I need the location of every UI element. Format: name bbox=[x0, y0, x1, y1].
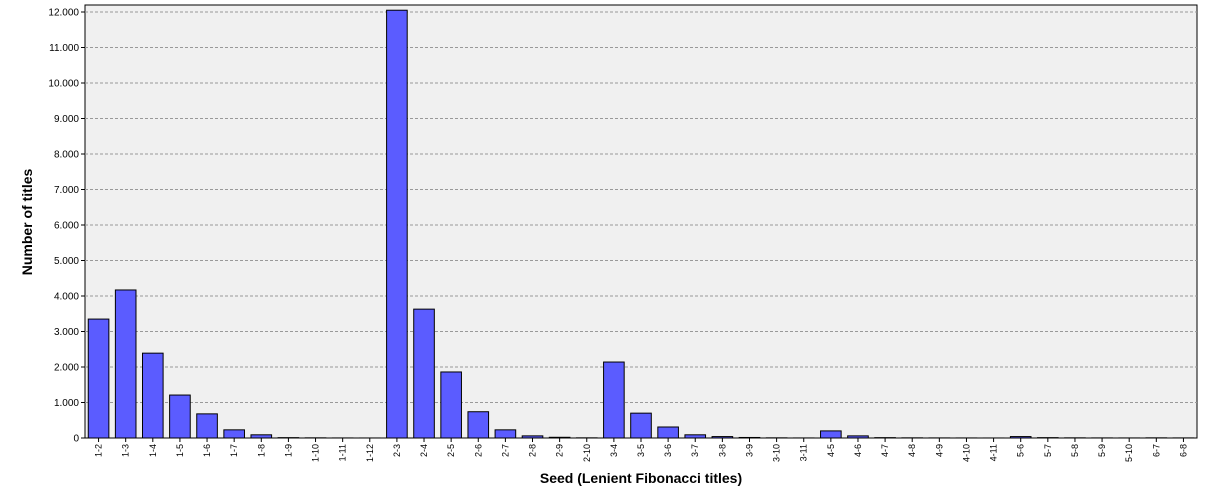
x-tick-label: 4-6 bbox=[853, 444, 863, 457]
x-tick-label: 3-7 bbox=[690, 444, 700, 457]
bar bbox=[1009, 436, 1032, 439]
x-tick-label: 2-6 bbox=[473, 444, 483, 457]
x-tick-label: 2-7 bbox=[500, 444, 510, 457]
bar bbox=[386, 9, 408, 439]
y-tick-label: 8.000 bbox=[54, 150, 79, 161]
bar bbox=[114, 289, 137, 439]
bar bbox=[657, 426, 679, 439]
bar bbox=[141, 352, 164, 439]
x-tick-label: 2-10 bbox=[582, 444, 592, 462]
x-tick-label: 2-4 bbox=[419, 444, 429, 457]
x-tick-label: 4-9 bbox=[934, 444, 944, 457]
y-tick-label: 3.000 bbox=[54, 327, 79, 338]
y-tick-label: 0 bbox=[73, 434, 79, 445]
bar bbox=[467, 411, 490, 439]
y-tick-label: 2.000 bbox=[54, 363, 79, 374]
x-tick-label: 5-10 bbox=[1124, 444, 1134, 462]
x-tick-label: 1-12 bbox=[365, 444, 375, 462]
bar bbox=[223, 429, 245, 439]
x-tick-label: 6-8 bbox=[1178, 444, 1188, 457]
bar bbox=[684, 434, 707, 439]
bar bbox=[440, 371, 462, 439]
plot-area bbox=[84, 4, 1198, 439]
bar bbox=[711, 436, 734, 439]
x-tick-label: 3-5 bbox=[636, 444, 646, 457]
y-tick-label: 12.000 bbox=[48, 8, 79, 19]
y-tick-label: 7.000 bbox=[54, 185, 79, 196]
y-tick-label: 10.000 bbox=[48, 79, 79, 90]
x-tick-label: 2-9 bbox=[555, 444, 565, 457]
y-tick-label: 9.000 bbox=[54, 114, 79, 125]
x-tick-label: 4-11 bbox=[989, 444, 999, 461]
x-tick-label: 1-2 bbox=[94, 444, 104, 457]
x-tick-label: 5-6 bbox=[1016, 444, 1026, 457]
x-tick-label: 2-5 bbox=[446, 444, 456, 457]
bar bbox=[196, 413, 218, 439]
x-tick-label: 1-4 bbox=[148, 444, 158, 457]
bar bbox=[87, 318, 110, 439]
x-tick-label: 3-10 bbox=[772, 444, 782, 462]
x-tick-label: 1-9 bbox=[283, 444, 293, 457]
x-tick-label: 1-3 bbox=[121, 444, 131, 457]
x-tick-label: 1-6 bbox=[202, 444, 212, 457]
y-tick-label: 5.000 bbox=[54, 256, 79, 267]
x-tick-label: 3-4 bbox=[609, 444, 619, 457]
bar bbox=[738, 436, 761, 439]
bar bbox=[847, 435, 869, 439]
bar bbox=[494, 429, 517, 439]
x-tick-label: 5-8 bbox=[1070, 444, 1080, 457]
x-tick-label: 2-8 bbox=[528, 444, 538, 457]
bar bbox=[169, 394, 191, 439]
bar bbox=[820, 430, 842, 439]
x-tick-label: 1-8 bbox=[256, 444, 266, 457]
bar bbox=[521, 435, 544, 439]
y-tick-label: 6.000 bbox=[54, 221, 79, 232]
x-tick-label: 4-8 bbox=[907, 444, 917, 457]
x-tick-label: 2-3 bbox=[392, 444, 402, 457]
x-tick-label: 5-7 bbox=[1043, 444, 1053, 457]
x-tick-label: 4-5 bbox=[826, 444, 836, 457]
bar bbox=[413, 308, 435, 439]
x-tick-label: 4-10 bbox=[961, 444, 971, 462]
x-tick-label: 6-7 bbox=[1151, 444, 1161, 457]
x-tick-label: 1-5 bbox=[175, 444, 185, 457]
y-axis-title: Number of titles bbox=[19, 169, 35, 276]
x-axis-title: Seed (Lenient Fibonacci titles) bbox=[540, 470, 742, 486]
x-tick-label: 3-6 bbox=[663, 444, 673, 457]
x-tick-label: 3-9 bbox=[744, 444, 754, 457]
x-tick-label: 1-11 bbox=[338, 444, 348, 461]
bar bbox=[548, 436, 571, 439]
bar bbox=[630, 412, 652, 439]
y-tick-label: 11.000 bbox=[49, 43, 79, 54]
bar bbox=[603, 361, 625, 439]
x-tick-label: 5-9 bbox=[1097, 444, 1107, 457]
x-tick-label: 4-7 bbox=[880, 444, 890, 457]
x-tick-label: 3-11 bbox=[799, 444, 809, 461]
x-tick-label: 1-7 bbox=[229, 444, 239, 457]
y-tick-label: 4.000 bbox=[54, 292, 79, 303]
x-tick-label: 3-8 bbox=[717, 444, 727, 457]
bar bbox=[250, 434, 273, 439]
y-tick-label: 1.000 bbox=[54, 398, 79, 409]
x-tick-label: 1-10 bbox=[311, 444, 321, 462]
